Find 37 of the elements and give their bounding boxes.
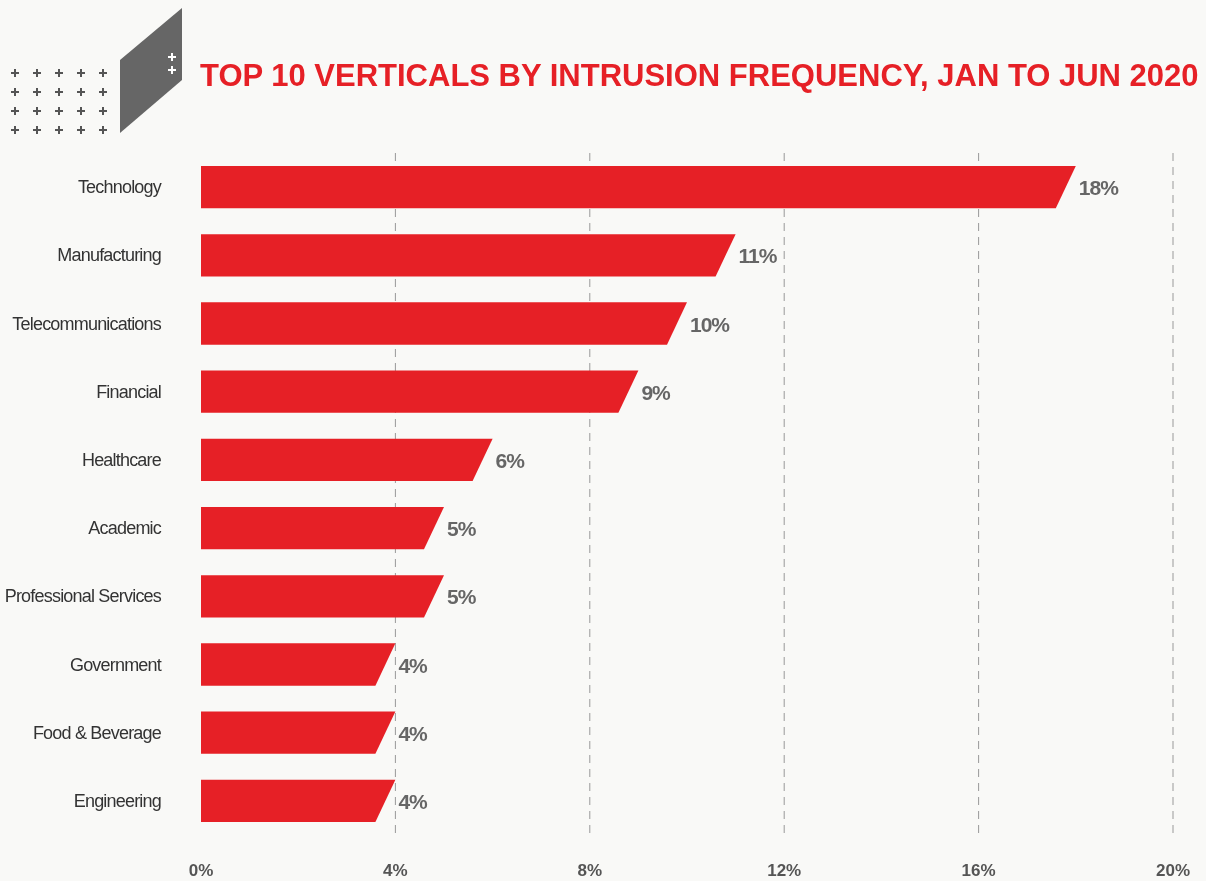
data-label: 5% [447,585,477,609]
chart-title: TOP 10 VERTICALS BY INTRUSION FREQUENCY, JAN TO JUN 2020 [200,58,1199,93]
bar [201,438,493,482]
data-label: 18% [1078,176,1120,200]
bar [201,506,444,550]
x-tick-label: 8% [577,861,603,880]
y-tick-label: Engineering [73,790,161,811]
y-tick-label: Academic [88,518,162,539]
data-label: 6% [495,448,526,472]
bar [201,302,687,345]
x-tick-label: 20% [1155,861,1191,880]
bar [201,165,1076,209]
data-label: 4% [398,789,429,813]
bar [201,370,639,413]
y-tick-label: Healthcare [81,449,162,470]
y-tick-label: Technology [77,177,162,198]
bar [201,234,736,277]
x-tick-label: 4% [383,861,408,880]
bar [201,643,396,686]
y-tick-label: Financial [96,381,161,402]
y-tick-label: Government [69,654,162,675]
data-label: 10% [690,312,731,336]
data-label: 4% [398,653,429,677]
y-tick-label: Food & Beverage [32,722,162,743]
data-label: 9% [641,380,672,404]
y-tick-label: Professional Services [4,586,162,607]
bar [201,779,396,823]
data-label: 11% [738,244,778,268]
y-tick-label: Manufacturing [57,245,161,266]
x-tick-label: 12% [767,861,802,880]
y-tick-label: Telecommunications [12,313,162,334]
bar [201,711,396,754]
bar [201,575,444,618]
x-tick-label: 16% [961,861,996,880]
x-tick-label: 0% [188,861,214,880]
data-label: 4% [398,721,429,745]
data-label: 5% [447,517,477,541]
